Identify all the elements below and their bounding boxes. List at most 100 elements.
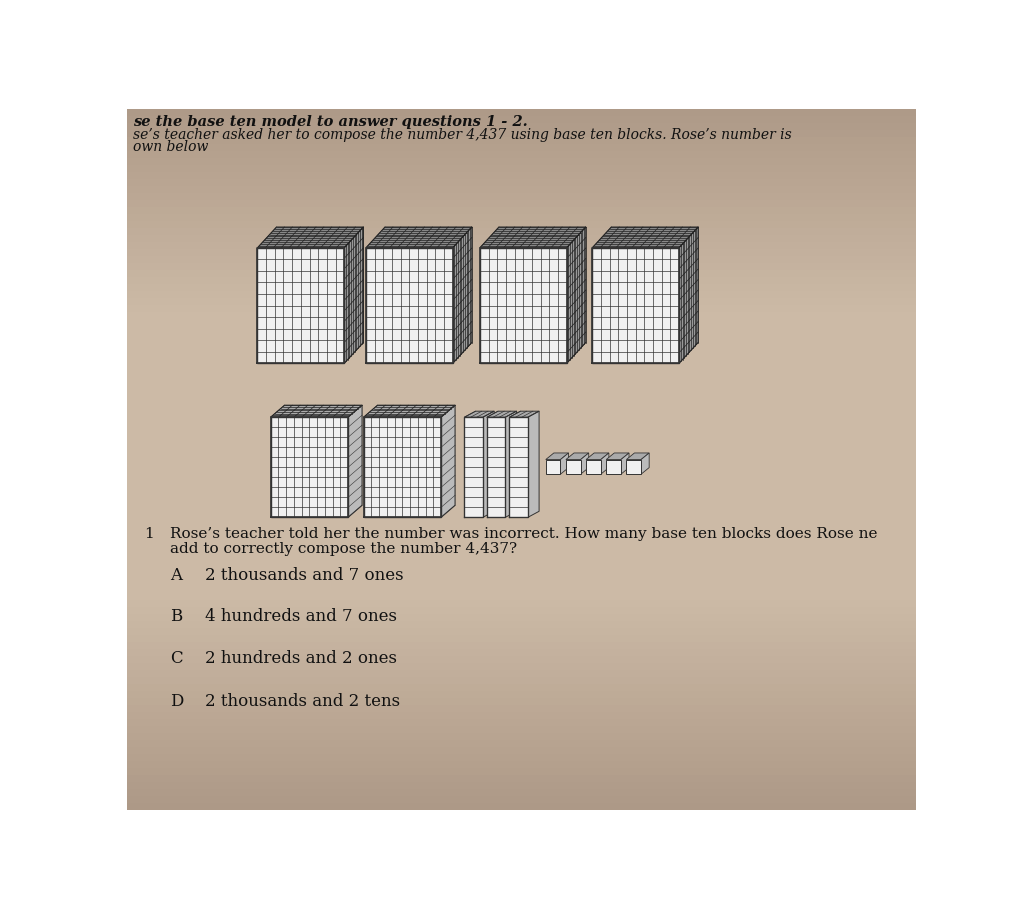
Bar (127, 397, 916, 403)
Polygon shape (566, 453, 588, 460)
Bar (127, 768, 916, 775)
Polygon shape (621, 453, 629, 474)
Polygon shape (626, 453, 649, 460)
Polygon shape (601, 453, 609, 474)
Bar (127, 382, 916, 389)
Bar (127, 564, 916, 571)
Bar (127, 130, 916, 137)
Bar (127, 516, 916, 522)
Bar (127, 467, 916, 473)
Bar (127, 789, 916, 796)
Bar (127, 439, 916, 446)
Bar (127, 361, 916, 369)
Bar (127, 242, 916, 249)
Polygon shape (365, 248, 453, 363)
Polygon shape (586, 460, 601, 474)
Polygon shape (606, 453, 629, 460)
Text: own below: own below (133, 140, 209, 154)
Text: A: A (170, 567, 182, 584)
Bar (127, 495, 916, 501)
Polygon shape (258, 248, 344, 363)
Bar (127, 635, 916, 642)
Bar (127, 348, 916, 355)
Bar (127, 418, 916, 425)
Text: B: B (170, 608, 182, 625)
Text: 2 thousands and 2 tens: 2 thousands and 2 tens (205, 693, 400, 710)
Polygon shape (344, 227, 363, 363)
Bar (127, 677, 916, 683)
Bar (127, 452, 916, 460)
Text: 4 hundreds and 7 ones: 4 hundreds and 7 ones (205, 608, 397, 625)
Polygon shape (528, 411, 540, 517)
Text: 2 hundreds and 2 ones: 2 hundreds and 2 ones (205, 650, 397, 667)
Bar (127, 649, 916, 656)
Polygon shape (641, 453, 649, 474)
Bar (127, 761, 916, 768)
Bar (127, 424, 916, 431)
Bar (127, 403, 916, 410)
Bar (127, 116, 916, 123)
Polygon shape (487, 417, 506, 517)
Bar (127, 123, 916, 130)
Polygon shape (363, 417, 441, 517)
Bar (127, 698, 916, 704)
Bar (127, 753, 916, 761)
Polygon shape (566, 460, 580, 474)
Bar (127, 137, 916, 144)
Bar (127, 712, 916, 719)
Polygon shape (348, 405, 362, 517)
Bar (127, 670, 916, 677)
Polygon shape (258, 227, 363, 248)
Bar (127, 719, 916, 726)
Polygon shape (271, 405, 362, 417)
Bar (127, 333, 916, 340)
Bar (127, 607, 916, 613)
Bar (127, 172, 916, 179)
Polygon shape (453, 227, 472, 363)
Polygon shape (606, 460, 621, 474)
Bar (127, 312, 916, 319)
Polygon shape (363, 405, 455, 417)
Bar (127, 733, 916, 740)
Bar (127, 803, 916, 810)
Bar (127, 621, 916, 628)
Bar (127, 691, 916, 698)
Polygon shape (479, 227, 585, 248)
Polygon shape (546, 453, 569, 460)
Bar (127, 726, 916, 733)
Bar (127, 509, 916, 516)
Bar (127, 207, 916, 215)
Bar (127, 166, 916, 172)
Text: se the base ten model to answer questions 1 - 2.: se the base ten model to answer question… (133, 115, 528, 128)
Bar (127, 796, 916, 803)
Bar (127, 355, 916, 361)
Polygon shape (567, 227, 585, 363)
Bar (127, 221, 916, 228)
Bar (127, 319, 916, 327)
Bar (127, 340, 916, 348)
Polygon shape (479, 248, 567, 363)
Polygon shape (679, 227, 698, 363)
Bar (127, 284, 916, 291)
Polygon shape (365, 227, 472, 248)
Bar (127, 151, 916, 158)
Text: 2 thousands and 7 ones: 2 thousands and 7 ones (205, 567, 403, 584)
Bar (127, 480, 916, 488)
Bar (127, 187, 916, 193)
Polygon shape (483, 411, 494, 517)
Bar (127, 571, 916, 579)
Text: D: D (170, 693, 183, 710)
Bar (127, 200, 916, 207)
Bar (127, 228, 916, 236)
Bar (127, 522, 916, 530)
Bar (127, 747, 916, 753)
Bar (127, 389, 916, 397)
Bar (127, 662, 916, 670)
Bar (127, 586, 916, 592)
Bar (127, 592, 916, 600)
Bar (127, 683, 916, 691)
Polygon shape (464, 417, 483, 517)
Polygon shape (506, 411, 516, 517)
Bar (127, 109, 916, 116)
Bar (127, 530, 916, 537)
